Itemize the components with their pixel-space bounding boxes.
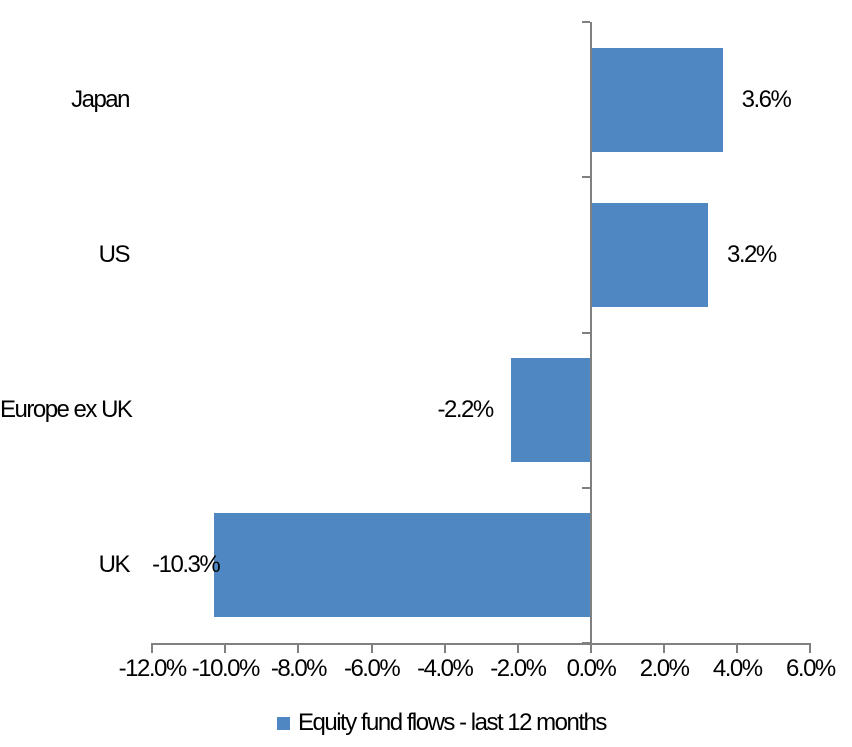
x-tick-label: 4.0% [712,655,763,682]
x-tick-label: 2.0% [639,655,690,682]
x-axis-tick [151,643,154,653]
x-axis-tick [224,643,227,653]
y-axis-tick [582,21,590,23]
data-label-japan: 3.6% [741,85,792,113]
x-axis-tick [443,643,446,653]
y-axis-tick [582,486,590,489]
x-axis-tick [736,643,739,653]
legend: Equity fund flows - last 12 months [277,709,607,736]
x-tick-label: -4.0% [417,655,474,682]
data-label-uk: -10.3% [152,551,221,579]
legend-swatch [277,716,290,730]
bar-uk [214,513,591,618]
category-label-japan: Japan [71,85,130,113]
x-tick-label: -10.0% [191,655,261,682]
x-tick-label: -12.0% [118,655,188,682]
y-axis-line [590,22,592,643]
category-label-europe-ex-uk: Europe ex UK [0,396,133,424]
x-axis-tick [370,643,373,653]
bar-europe-ex-uk [510,358,591,463]
x-tick-label: 0.0% [566,655,617,682]
bar-japan [591,47,723,152]
x-axis-tick [663,643,666,653]
x-tick-label: -2.0% [490,655,547,682]
bar-us [591,202,709,307]
x-tick-label: 6.0% [786,655,836,682]
y-axis-tick [582,331,590,334]
category-label-us: US [98,240,131,268]
x-tick-label: -6.0% [343,655,401,682]
category-label-uk: UK [98,551,131,579]
x-axis-line [151,643,812,645]
legend-label: Equity fund flows - last 12 months [298,709,607,736]
data-label-us: 3.2% [727,240,777,268]
y-axis-tick [582,176,590,179]
x-tick-label: -8.0% [270,655,328,682]
x-axis-tick [516,643,519,653]
data-label-europe-ex-uk: -2.2% [437,396,495,424]
x-axis-tick [297,643,300,653]
x-axis-tick [809,643,812,653]
x-axis-tick [590,643,592,653]
